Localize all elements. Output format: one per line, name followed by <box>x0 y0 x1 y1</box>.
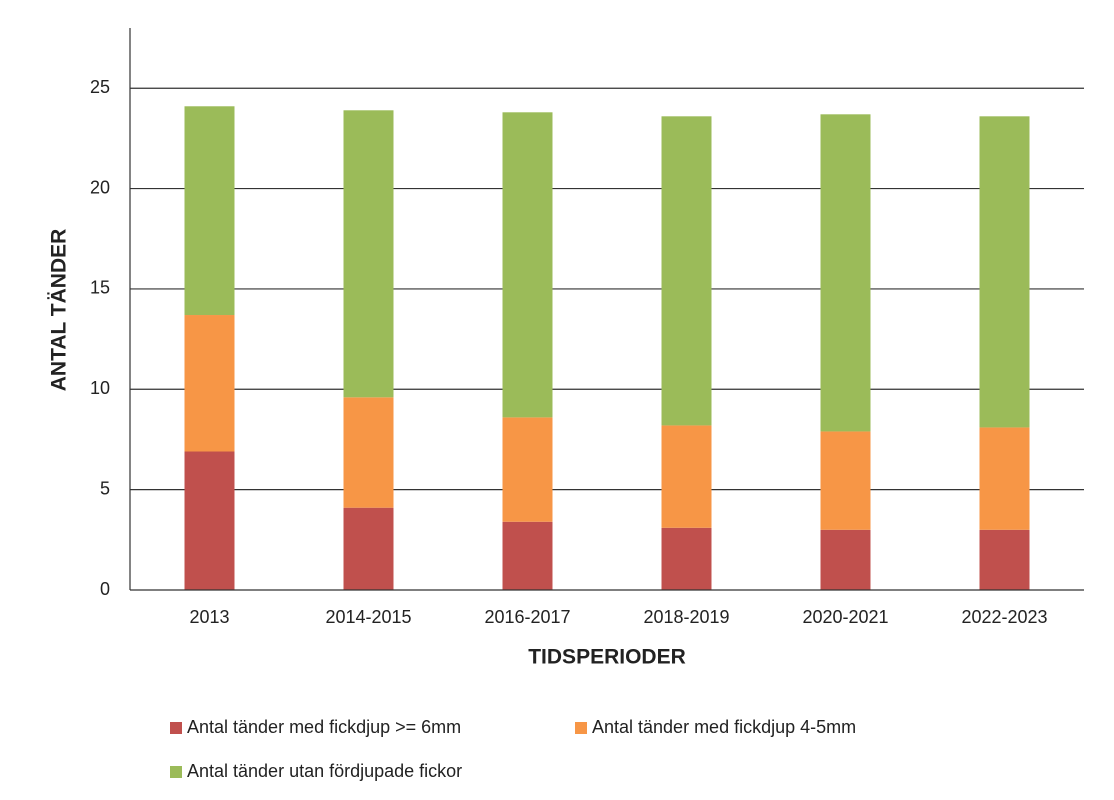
bar-segment <box>979 529 1030 590</box>
y-tick-label: 10 <box>90 378 110 398</box>
x-tick-label: 2016-2017 <box>484 607 570 627</box>
x-axis-title: TIDSPERIODER <box>528 646 686 669</box>
x-tick-label: 2018-2019 <box>643 607 729 627</box>
y-tick-label: 15 <box>90 278 110 298</box>
bar-segment <box>979 116 1030 428</box>
y-tick-label: 20 <box>90 177 110 197</box>
legend-label: Antal tänder med fickdjup 4-5mm <box>592 717 856 737</box>
bar-segment <box>820 529 871 590</box>
y-tick-label: 5 <box>100 478 110 498</box>
bar-segment <box>343 397 394 508</box>
bar-segment <box>184 451 235 590</box>
x-tick-label: 2013 <box>189 607 229 627</box>
legend-label: Antal tänder med fickdjup >= 6mm <box>187 717 461 737</box>
x-tick-label: 2022-2023 <box>961 607 1047 627</box>
y-tick-label: 25 <box>90 77 110 97</box>
y-tick-label: 0 <box>100 579 110 599</box>
bar-segment <box>661 425 712 528</box>
legend-swatch <box>575 722 587 734</box>
legend-swatch <box>170 766 182 778</box>
bar-segment <box>820 431 871 530</box>
bar-segment <box>184 315 235 452</box>
bar-segment <box>502 417 553 522</box>
bar-segment <box>502 521 553 590</box>
legend-label: Antal tänder utan fördjupade fickor <box>187 761 462 781</box>
bar-segment <box>343 110 394 398</box>
bar-segment <box>820 114 871 432</box>
bar-segment <box>502 112 553 418</box>
bar-segment <box>184 106 235 316</box>
x-tick-label: 2014-2015 <box>325 607 411 627</box>
bar-segment <box>979 427 1030 530</box>
y-axis-title: ANTAL TÄNDER <box>48 229 71 392</box>
legend-swatch <box>170 722 182 734</box>
bar-segment <box>343 507 394 590</box>
x-tick-label: 2020-2021 <box>802 607 888 627</box>
bar-segment <box>661 116 712 426</box>
bar-segment <box>661 527 712 590</box>
